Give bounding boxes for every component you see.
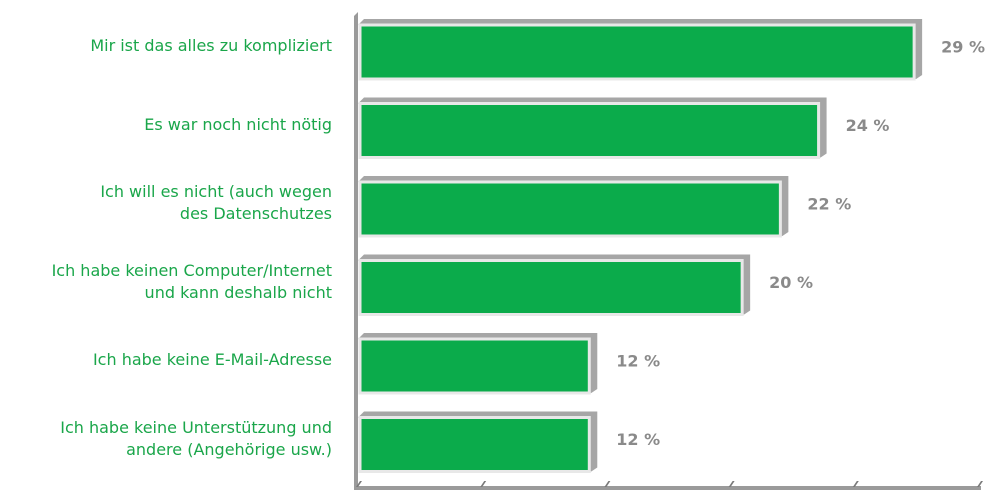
value-label: 22 % [807, 195, 851, 214]
bar [358, 416, 591, 473]
x-tick [480, 481, 487, 487]
bar [358, 23, 916, 81]
x-tick [356, 481, 362, 487]
category-label: Es war noch nicht nötig [144, 114, 332, 134]
x-tick [977, 481, 983, 487]
value-label: 20 % [769, 273, 813, 292]
value-label: 12 % [616, 430, 660, 449]
category-label: Ich habe keine E-Mail-Adresse [92, 350, 332, 369]
x-tick [728, 481, 735, 487]
value-label: 12 % [616, 352, 660, 371]
value-label: 29 % [941, 38, 985, 57]
x-tick [852, 481, 859, 487]
bar [358, 337, 591, 395]
y-axis [354, 12, 358, 487]
category-label: Ich will es nicht (auch wegen des Datens… [100, 182, 332, 223]
category-label: Ich habe keinen Computer/Internet und ka… [51, 260, 332, 302]
bar [358, 259, 744, 316]
bar [358, 102, 821, 159]
category-label: Ich habe keine Unterstützung und andere … [60, 417, 332, 459]
category-label: Mir ist das alles zu kompliziert [90, 36, 332, 55]
bar [358, 180, 782, 238]
value-label: 24 % [846, 116, 890, 135]
x-axis [354, 486, 981, 490]
x-tick [604, 481, 611, 487]
